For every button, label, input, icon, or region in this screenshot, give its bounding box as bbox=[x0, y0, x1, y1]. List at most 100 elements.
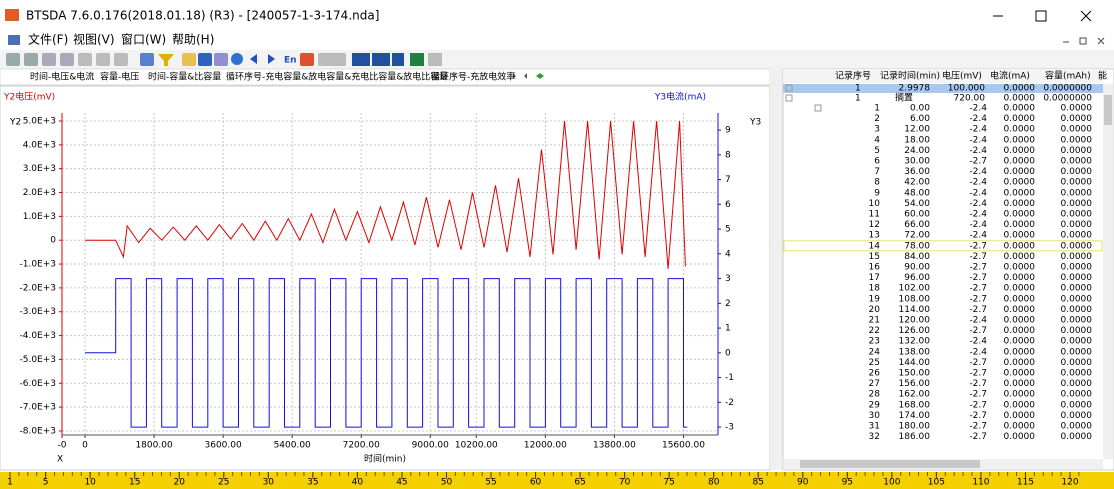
ruler-label: 110 bbox=[972, 478, 989, 488]
table-cell: 0.0000 bbox=[1061, 210, 1093, 220]
summary-cell: 0.0000 bbox=[1004, 84, 1036, 94]
table-cell: 0.0000 bbox=[1061, 326, 1093, 336]
x-tick-label: 15600.00 bbox=[662, 441, 705, 451]
chart-tab[interactable]: 循环序号-充电容量&放电容量&充电比容量&放电比容量 bbox=[226, 71, 448, 83]
table-cell: -2.7 bbox=[969, 241, 987, 251]
v-scroll-thumb[interactable] bbox=[1104, 95, 1112, 125]
table-cell: -2.4 bbox=[969, 178, 987, 188]
table-cell: 9 bbox=[874, 188, 880, 198]
tab-scroll[interactable] bbox=[513, 73, 527, 79]
maximize-button[interactable] bbox=[1035, 10, 1047, 22]
table-cell: 0.0000 bbox=[1004, 104, 1036, 114]
table-cell: 0.0000 bbox=[1004, 220, 1036, 230]
table-cell: 0.0000 bbox=[1061, 347, 1093, 357]
table-cell: 186.00 bbox=[899, 432, 931, 442]
menu-item[interactable]: 视图(V) bbox=[73, 32, 115, 47]
table-cell: 114.00 bbox=[899, 305, 931, 315]
table-cell: 0.0000 bbox=[1004, 114, 1036, 124]
table-cell: -2.7 bbox=[969, 411, 987, 421]
v-scrollbar[interactable] bbox=[1103, 84, 1113, 459]
x-tick-label: 0 bbox=[82, 441, 88, 451]
table-cell: 23 bbox=[869, 337, 880, 347]
table-cell: 0.0000 bbox=[1061, 125, 1093, 135]
series-line bbox=[85, 278, 688, 428]
x-tick-label: 1800.00 bbox=[135, 441, 172, 451]
y-tick-label: 0 bbox=[50, 236, 56, 246]
table-cell: 0.0000 bbox=[1004, 337, 1036, 347]
table-cell: 0.0000 bbox=[1004, 358, 1036, 368]
table-cell: 0.0000 bbox=[1061, 432, 1093, 442]
table-cell: -2.7 bbox=[969, 305, 987, 315]
table-cell: 0.0000 bbox=[1061, 422, 1093, 432]
y2-tick-label: -3 bbox=[725, 423, 734, 433]
table-header: 电压(mV) bbox=[942, 70, 982, 82]
table-header: 记录时间(min) bbox=[880, 70, 940, 82]
menu-bar bbox=[0, 30, 1114, 50]
h-scroll-thumb[interactable] bbox=[800, 460, 980, 468]
ruler-label: 50 bbox=[441, 478, 453, 488]
table-cell: 0.0000 bbox=[1061, 104, 1093, 114]
table-header-bg bbox=[783, 69, 1103, 83]
ruler-label: 25 bbox=[218, 478, 229, 488]
table-cell: 72.00 bbox=[904, 231, 930, 241]
table-cell: 0.0000 bbox=[1061, 273, 1093, 283]
table-cell: 126.00 bbox=[899, 326, 931, 336]
tree-toggle[interactable] bbox=[785, 84, 793, 92]
tab-add[interactable] bbox=[536, 73, 544, 79]
table-cell: 0.0000 bbox=[1004, 284, 1036, 294]
menu-item[interactable]: 帮助(H) bbox=[172, 33, 214, 47]
table-cell: 30.00 bbox=[904, 157, 930, 167]
table-cell: -2.7 bbox=[969, 390, 987, 400]
x-tick-label: -0 bbox=[58, 441, 67, 451]
chart-tab[interactable]: 时间-电压&电流 bbox=[30, 71, 94, 83]
table-cell: 90.00 bbox=[904, 263, 930, 273]
summary-cell: 2.9978 bbox=[899, 84, 931, 94]
ruler-label: 45 bbox=[396, 478, 407, 488]
chart-tab[interactable]: 循环序号-充放电效率 bbox=[431, 71, 515, 83]
x-tick-label: 12000.00 bbox=[524, 441, 567, 451]
chart-tab[interactable]: 容量-电压 bbox=[100, 71, 139, 83]
table-cell: 15 bbox=[869, 252, 880, 262]
table-cell: 0.00 bbox=[910, 104, 930, 114]
close-button[interactable] bbox=[1080, 10, 1092, 22]
x-axis-name: X bbox=[57, 455, 63, 465]
table-cell: -2.4 bbox=[969, 199, 987, 209]
menu-item[interactable]: 窗口(W) bbox=[121, 33, 166, 47]
y2-tick-label: 6 bbox=[725, 200, 731, 210]
x-tick-label: 3600.00 bbox=[205, 441, 242, 451]
table-cell: 0.0000 bbox=[1061, 231, 1093, 241]
table-cell: 6 bbox=[874, 157, 880, 167]
mdi-controls[interactable] bbox=[1063, 37, 1105, 45]
y2-axis-title: Y3电流(mA) bbox=[654, 91, 706, 103]
table-cell: 108.00 bbox=[899, 294, 931, 304]
table-cell: 0.0000 bbox=[1061, 284, 1093, 294]
summary-cell: 搁置 bbox=[895, 92, 913, 104]
table-cell: -2.7 bbox=[969, 263, 987, 273]
chart-tab[interactable]: 时间-容量&比容量 bbox=[148, 71, 221, 83]
series-line bbox=[85, 120, 686, 269]
summary-cell: 0.0000000 bbox=[1043, 94, 1092, 104]
table-cell: -2.7 bbox=[969, 379, 987, 389]
table-cell: 0.0000 bbox=[1061, 146, 1093, 156]
ruler-label: 95 bbox=[842, 478, 853, 488]
toolbar-en[interactable]: En bbox=[284, 56, 297, 66]
table-cell: -2.7 bbox=[969, 326, 987, 336]
y2-tick-label: -1 bbox=[725, 373, 734, 383]
table-cell: 0.0000 bbox=[1004, 390, 1036, 400]
table-cell: 0.0000 bbox=[1004, 294, 1036, 304]
menu-item[interactable]: 文件(F) bbox=[28, 32, 68, 47]
ruler-label: 75 bbox=[663, 478, 674, 488]
table-cell: -2.4 bbox=[969, 347, 987, 357]
ruler-label: 10 bbox=[84, 478, 96, 488]
table-cell: 0.0000 bbox=[1004, 263, 1036, 273]
ruler-label: 20 bbox=[174, 478, 186, 488]
doc-icon bbox=[8, 35, 20, 45]
summary-cell: 0.0000000 bbox=[1043, 84, 1092, 94]
table-cell: 0.0000 bbox=[1004, 178, 1036, 188]
tree-toggle[interactable] bbox=[785, 94, 793, 102]
table-cell: 17 bbox=[869, 273, 880, 283]
table-cell: 138.00 bbox=[899, 347, 931, 357]
table-cell: 0.0000 bbox=[1061, 199, 1093, 209]
table-cell: 0.0000 bbox=[1004, 369, 1036, 379]
table-cell: 4 bbox=[874, 135, 880, 145]
